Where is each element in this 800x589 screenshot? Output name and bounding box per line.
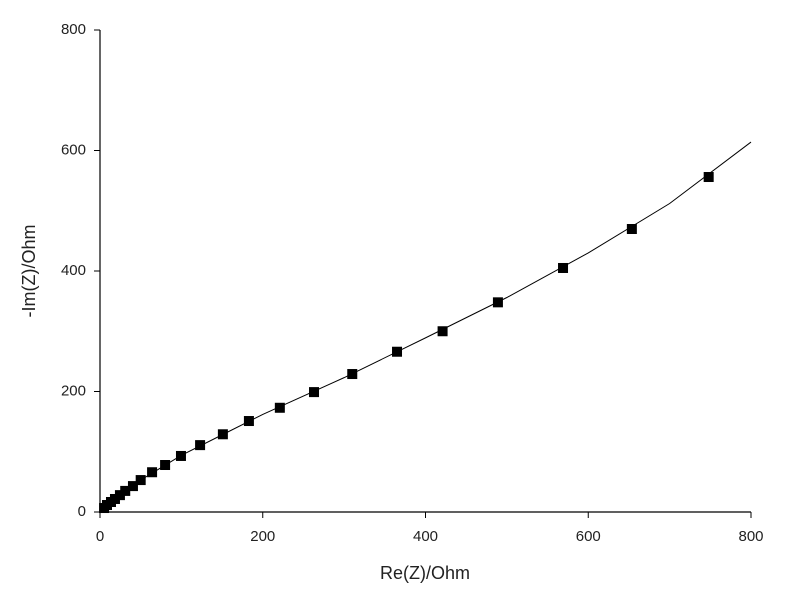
y-axis-title: -Im(Z)/Ohm <box>19 225 39 318</box>
data-point <box>114 490 125 501</box>
data-point <box>347 369 358 380</box>
y-tick-label: 0 <box>78 503 86 520</box>
data-point <box>175 450 186 461</box>
data-point <box>274 402 285 413</box>
data-point <box>120 485 131 496</box>
x-tick-label: 600 <box>576 528 601 545</box>
data-point <box>195 440 206 451</box>
data-point <box>437 326 448 337</box>
data-point <box>558 262 569 273</box>
data-point <box>160 460 171 471</box>
x-tick-label: 200 <box>250 528 275 545</box>
data-point <box>217 429 228 440</box>
data-point <box>147 467 158 478</box>
x-axis-title: Re(Z)/Ohm <box>380 563 470 583</box>
data-point <box>309 387 320 398</box>
data-point <box>243 416 254 427</box>
x-tick-label: 800 <box>738 528 763 545</box>
data-point <box>626 224 637 235</box>
x-tick-label: 400 <box>413 528 438 545</box>
data-point <box>135 475 146 486</box>
fit-line <box>99 141 752 513</box>
data-point <box>127 481 138 492</box>
y-tick-label: 400 <box>61 262 86 279</box>
y-tick-label: 800 <box>61 21 86 38</box>
data-point <box>392 346 403 357</box>
y-tick-label: 600 <box>61 141 86 158</box>
y-tick-label: 200 <box>61 382 86 399</box>
data-point <box>492 297 503 308</box>
x-tick-label: 0 <box>96 528 104 545</box>
data-point <box>703 172 714 183</box>
